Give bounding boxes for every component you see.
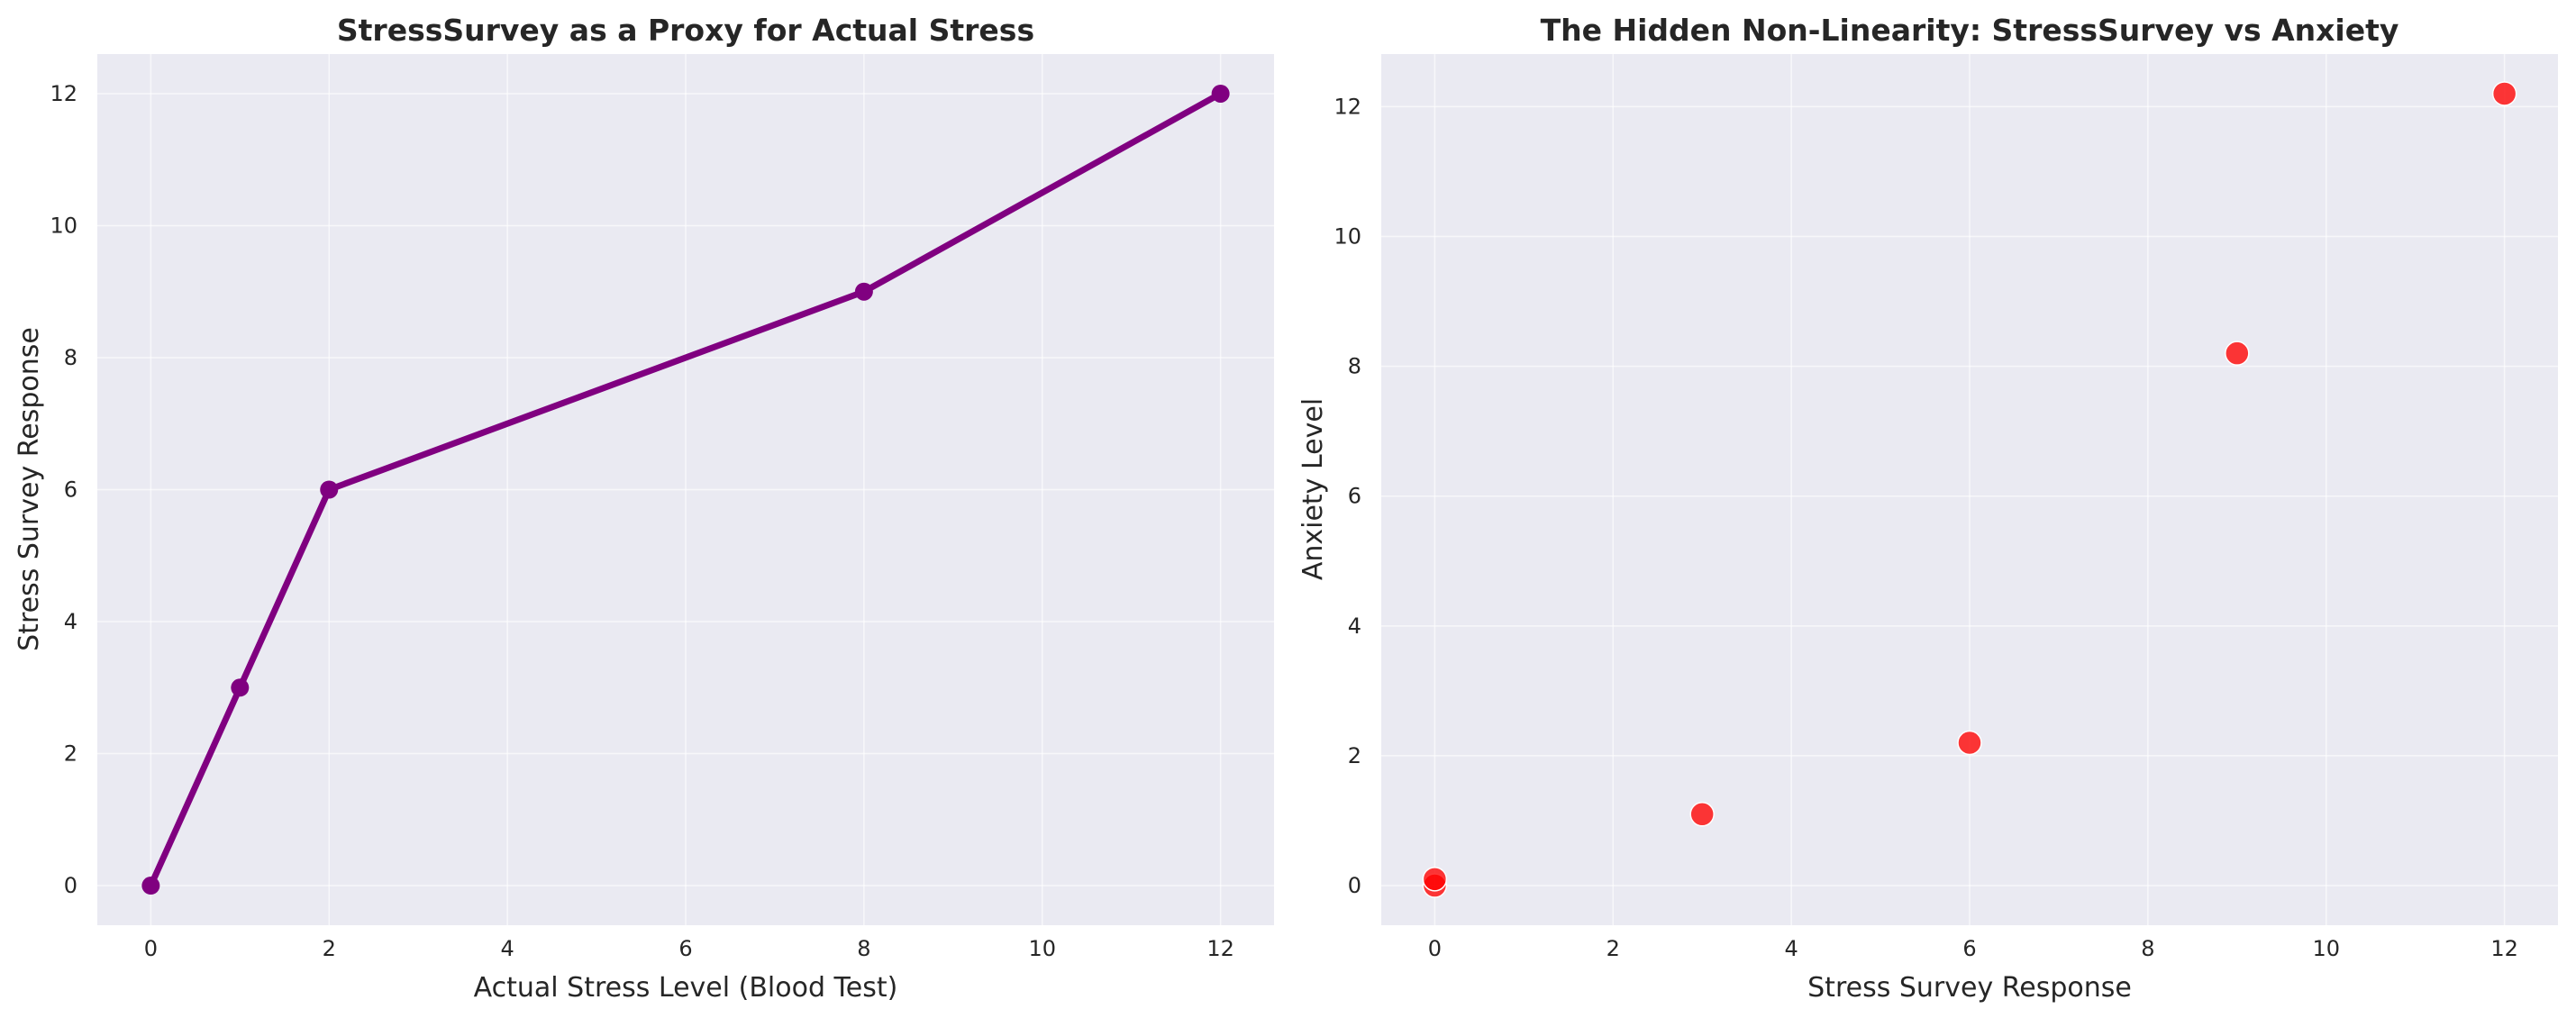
data-point (231, 678, 250, 697)
scatter-point (1689, 802, 1715, 827)
x-tick-label: 6 (1962, 936, 1976, 961)
x-tick-label: 0 (1428, 936, 1442, 961)
x-tick-label: 12 (1206, 936, 1234, 961)
x-tick-label: 2 (1607, 936, 1620, 961)
scatter-point (2491, 81, 2517, 106)
x-tick-label: 8 (857, 936, 870, 961)
x-tick-label: 12 (2490, 936, 2518, 961)
x-axis-label: Stress Survey Response (1807, 972, 2132, 1004)
x-tick-label: 0 (144, 936, 158, 961)
chart-survey-vs-anxiety: 0 2 4 6 8 10 12 0 2 4 6 8 10 12 The Hidden Non-Linea… (1297, 13, 2558, 1004)
y-axis-label: Stress Survey Response (14, 327, 45, 651)
y-tick-label: 0 (64, 873, 77, 898)
scatter-point (2225, 341, 2250, 366)
y-tick-label: 12 (50, 81, 77, 106)
series-layer (1422, 81, 2517, 898)
y-tick-label: 4 (1348, 614, 1361, 639)
scatter-point (1422, 867, 1448, 892)
grid (1381, 54, 2558, 925)
grid (97, 54, 1274, 925)
y-tick-label: 2 (64, 741, 77, 767)
x-tick-label: 4 (1784, 936, 1798, 961)
x-tick-labels: 0 2 4 6 8 10 12 (144, 936, 1234, 961)
x-axis-label: Actual Stress Level (Blood Test) (474, 972, 898, 1004)
y-tick-label: 6 (64, 477, 77, 503)
scatter-point (1957, 730, 1982, 756)
x-tick-label: 2 (323, 936, 336, 961)
y-tick-label: 4 (64, 609, 77, 634)
data-point (320, 480, 339, 499)
data-point (1211, 84, 1230, 103)
x-tick-label: 4 (500, 936, 514, 961)
series-layer (141, 84, 1230, 895)
y-tick-label: 0 (1348, 873, 1361, 898)
x-tick-label: 8 (2141, 936, 2154, 961)
x-tick-label: 10 (1028, 936, 1056, 961)
y-tick-label: 6 (1348, 484, 1361, 509)
y-tick-label: 2 (1348, 743, 1361, 768)
y-tick-label: 10 (50, 213, 77, 238)
chart-stress-proxy: 0 2 4 6 8 10 12 0 2 4 6 8 10 12 StressSurvey as a Pr… (14, 13, 1274, 1004)
y-axis-label: Anxiety Level (1297, 398, 1329, 580)
y-tick-label: 8 (1348, 354, 1361, 379)
y-tick-label: 8 (64, 345, 77, 370)
y-tick-labels: 0 2 4 6 8 10 12 (1334, 94, 1361, 898)
data-point (854, 282, 873, 301)
chart-title: The Hidden Non-Linearity: StressSurvey v… (1541, 13, 2399, 48)
x-tick-labels: 0 2 4 6 8 10 12 (1428, 936, 2518, 961)
chart-title: StressSurvey as a Proxy for Actual Stres… (337, 13, 1034, 48)
y-tick-label: 12 (1334, 94, 1361, 119)
y-tick-label: 10 (1334, 223, 1361, 249)
y-tick-labels: 0 2 4 6 8 10 12 (50, 81, 77, 898)
x-tick-label: 6 (678, 936, 692, 961)
x-tick-label: 10 (2312, 936, 2340, 961)
data-point (141, 877, 160, 895)
